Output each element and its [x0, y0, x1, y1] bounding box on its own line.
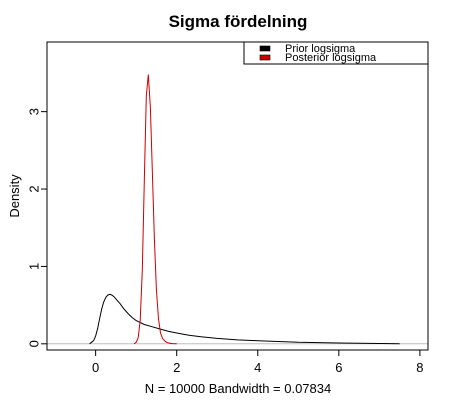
- legend-label: Prior logsigma: [285, 43, 356, 55]
- legend-box: [243, 41, 429, 65]
- y-tick-label: 1: [27, 263, 42, 270]
- x-tick-label: 2: [173, 360, 180, 375]
- y-tick-label: 0: [27, 340, 42, 347]
- series-line-posterior: [133, 74, 177, 345]
- x-tick-label: 6: [335, 360, 342, 375]
- x-tick-label: 8: [416, 360, 423, 375]
- plot-frame: [46, 41, 429, 351]
- series-line-prior: [89, 293, 400, 345]
- legend-swatch: [259, 54, 271, 61]
- y-axis-label: Density: [7, 174, 22, 218]
- plot-area: [47, 74, 428, 345]
- x-tick-label: 4: [254, 360, 261, 375]
- legend-label: Posterior logsigma: [285, 52, 377, 64]
- chart-title: Sigma fördelning: [169, 12, 308, 31]
- x-axis-label: N = 10000 Bandwidth = 0.07834: [145, 381, 331, 396]
- y-tick-label: 3: [27, 108, 42, 115]
- axes: 0 2 4 6 8 0 1 2 3: [27, 108, 424, 375]
- x-tick-label: 0: [92, 360, 99, 375]
- y-tick-label: 2: [27, 185, 42, 192]
- legend-swatch: [259, 45, 271, 52]
